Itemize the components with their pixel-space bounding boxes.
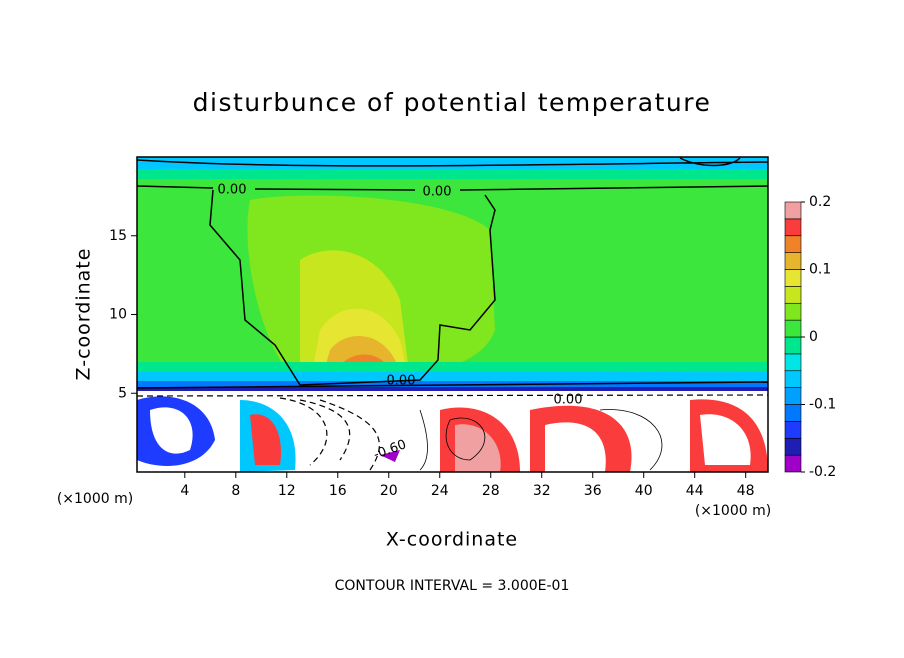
- colorbar-tick-label: -0.1: [809, 397, 836, 413]
- colorbar-bin: [784, 286, 802, 304]
- x-tick-label: 20: [380, 483, 398, 499]
- x-tick-label: 40: [635, 483, 653, 499]
- contour-field: [137, 157, 768, 472]
- y-tick-label: 5: [118, 385, 127, 401]
- x-unit-label: (×1000 m): [57, 491, 133, 507]
- colorbar-tick-label: 0: [809, 329, 818, 345]
- colorbar-bin: [784, 404, 802, 422]
- colorbar-tick-label: -0.2: [809, 464, 836, 480]
- colorbar-tick-label: 0.2: [809, 194, 831, 210]
- x-tick-label: 16: [329, 483, 347, 499]
- colorbar-bin: [784, 437, 802, 456]
- colorbar-bin: [784, 269, 802, 287]
- colorbar-bin: [784, 387, 802, 405]
- colorbar-bin: [784, 201, 802, 220]
- contour-label: 0.00: [554, 393, 583, 408]
- y-tick-label: 15: [109, 228, 127, 244]
- colorbar-bin: [784, 252, 802, 270]
- x-tick-label: 44: [686, 483, 704, 499]
- colorbar-bin: [784, 218, 802, 237]
- colorbar-tick-label: 0.1: [809, 262, 831, 278]
- contour-label: 0.00: [423, 185, 452, 200]
- x-tick-label: 32: [533, 483, 551, 499]
- x-tick-label: 8: [231, 483, 240, 499]
- colorbar-bin: [784, 370, 802, 388]
- y-tick-label: 10: [109, 307, 127, 323]
- colorbar-bin: [784, 336, 802, 355]
- contour-label: 0.00: [218, 183, 247, 198]
- colorbar-bin: [784, 353, 802, 372]
- y-axis-label: Z-coordinate: [73, 248, 95, 381]
- contour-label: 0.00: [387, 374, 416, 389]
- colorbar-bin: [784, 454, 802, 473]
- footer-note: CONTOUR INTERVAL = 3.000E-01: [335, 578, 570, 594]
- colorbar-bin: [784, 235, 802, 253]
- x-tick-label: 24: [431, 483, 449, 499]
- colorbar-bin: [784, 319, 802, 338]
- x-axis-label: X-coordinate: [386, 529, 518, 551]
- x-tick-label: 12: [278, 483, 296, 499]
- x-unit-label: (×1000 m): [695, 503, 771, 519]
- colorbar-bin: [784, 421, 802, 439]
- x-tick-label: 4: [180, 483, 189, 499]
- chart-title: disturbunce of potential temperature: [193, 88, 712, 117]
- colorbar-bin: [784, 302, 802, 321]
- x-tick-label: 48: [737, 483, 755, 499]
- x-tick-label: 28: [482, 483, 500, 499]
- x-tick-label: 36: [584, 483, 602, 499]
